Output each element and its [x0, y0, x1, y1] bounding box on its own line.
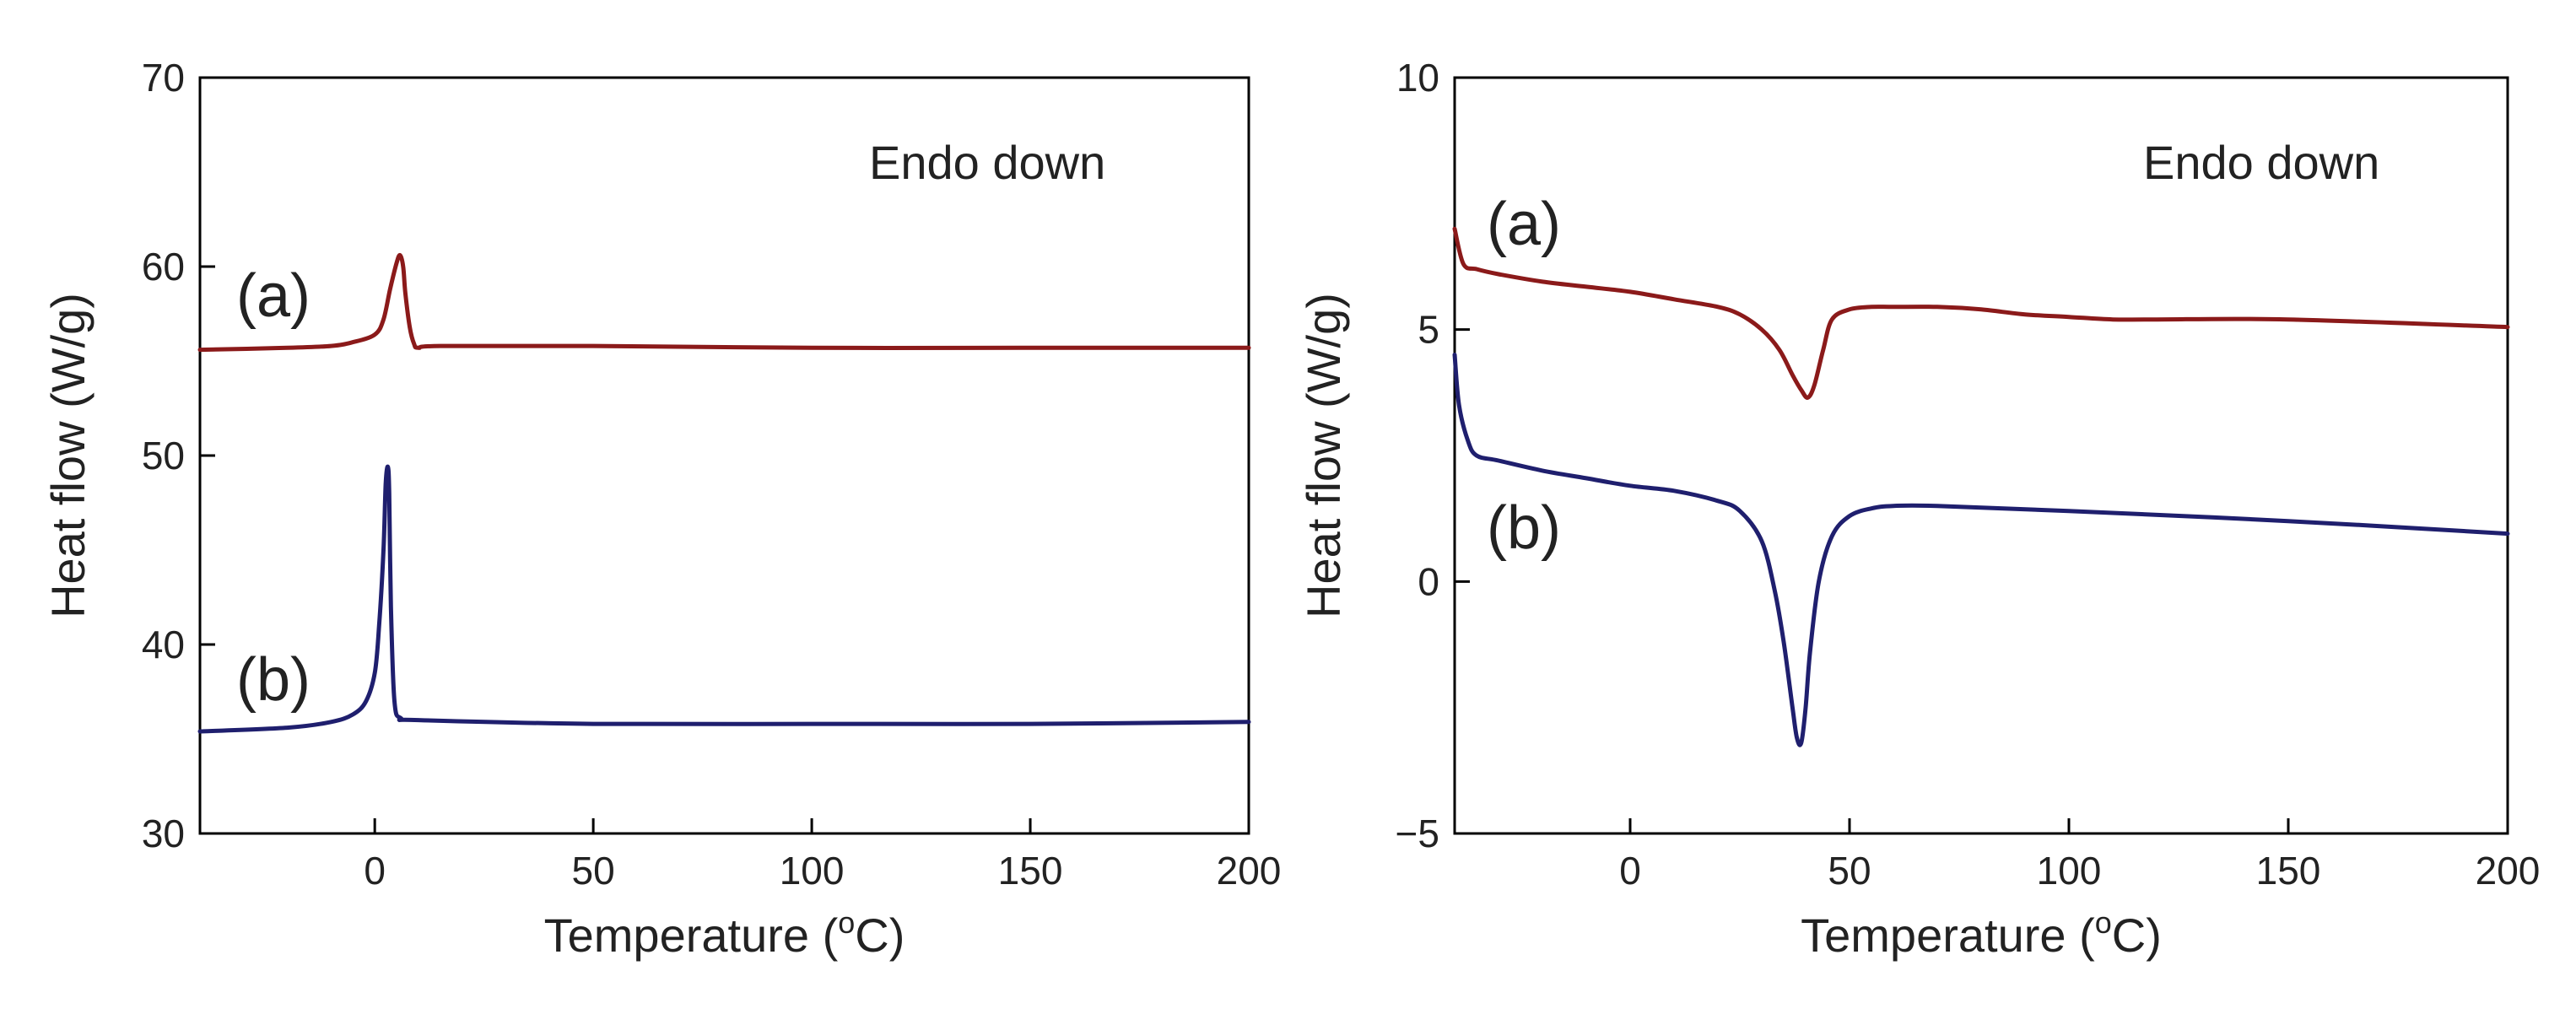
plot-frame — [198, 76, 1250, 835]
y-tick-label: −5 — [1396, 812, 1439, 855]
y-axis-title: Heat flow (W/g) — [41, 293, 95, 618]
y-tick-label: 50 — [142, 434, 185, 477]
y-tick-label: 10 — [1396, 56, 1439, 100]
series-label-a: (a) — [236, 262, 311, 330]
x-tick-label: 200 — [2476, 849, 2541, 893]
x-axis-title: Temperature (oC) — [544, 905, 905, 962]
series-line-b — [197, 464, 1251, 734]
y-tick-label: 0 — [1418, 559, 1439, 603]
y-tick-label: 30 — [142, 812, 185, 855]
x-tick-label: 150 — [2256, 849, 2321, 893]
x-tick-label: 100 — [780, 849, 845, 893]
x-tick-label: 0 — [1619, 849, 1641, 893]
y-tick-label: 70 — [142, 56, 185, 100]
left-chart-panel: 0 50 100 150 200 30 40 50 60 70 Temperature (oC) He… — [41, 56, 1281, 962]
y-tick-label: 60 — [142, 245, 185, 289]
series-line-a — [197, 252, 1251, 353]
series-label-b: (b) — [236, 646, 311, 714]
endo-down-annotation: Endo down — [2143, 136, 2379, 189]
y-tick-label: 5 — [1418, 308, 1439, 352]
x-tick-label: 150 — [998, 849, 1063, 893]
series-line-a — [1452, 226, 2510, 400]
series-label-b: (b) — [1487, 494, 1561, 562]
y-tick-label: 40 — [142, 623, 185, 666]
series-line-b — [1452, 353, 2510, 747]
endo-down-annotation: Endo down — [869, 136, 1105, 189]
plot-frame — [1453, 76, 2509, 835]
x-tick-label: 200 — [1217, 849, 1282, 893]
x-tick-label: 0 — [364, 849, 386, 893]
x-axis-title: Temperature (oC) — [1801, 905, 2162, 962]
y-axis-title: Heat flow (W/g) — [1297, 293, 1350, 618]
x-tick-label: 50 — [572, 849, 615, 893]
x-tick-label: 100 — [2037, 849, 2102, 893]
series-label-a: (a) — [1487, 191, 1561, 258]
right-chart-panel: 0 50 100 150 200 −5 0 5 10 Temperature (oC) Heat f… — [1297, 56, 2540, 962]
x-tick-label: 50 — [1828, 849, 1871, 893]
